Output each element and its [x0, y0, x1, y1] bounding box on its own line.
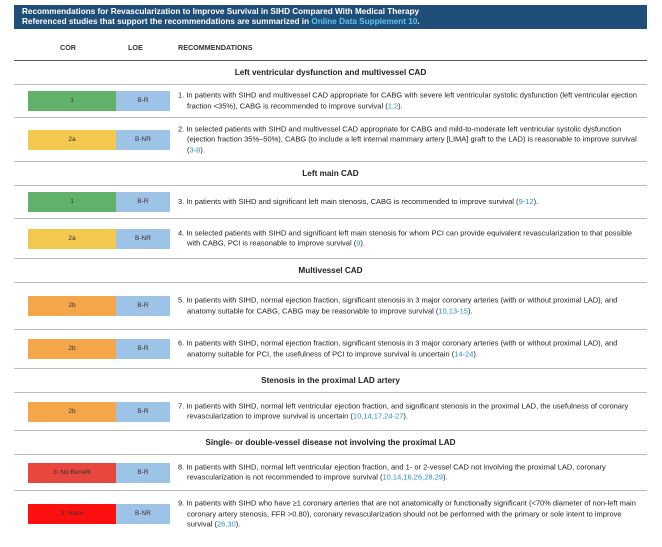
table-row: 3: No Benefit B-R 8. In patients with SI…	[14, 455, 647, 491]
citation-link[interactable]: 26,30	[217, 519, 236, 529]
section-header: Left ventricular dysfunction and multive…	[14, 61, 647, 85]
citation-link[interactable]: 1,2	[387, 101, 399, 110]
recommendation-body: 1. In patients with SIHD and multivessel…	[178, 90, 637, 111]
loe-badge: B-R	[116, 296, 170, 316]
table-row: 2a B-NR 2. In selected patients with SIH…	[14, 118, 647, 162]
recommendation-end: ).	[398, 101, 403, 110]
section-header: Single- or double-vessel disease not inv…	[14, 431, 647, 455]
guideline-table: Recommendations for Revascularization to…	[14, 5, 647, 545]
recommendation-end: ).	[442, 472, 448, 482]
citation-link[interactable]: 10,14,17,24-27	[352, 411, 404, 421]
citation-link[interactable]: 3-8	[189, 144, 201, 154]
section-header: Left main CAD	[14, 162, 647, 186]
cor-badge: 1	[28, 192, 116, 212]
recommendation-text: 4. In selected patients with SIHD and si…	[178, 228, 641, 249]
loe-badge: B-R	[116, 192, 170, 212]
recommendation-end: ).	[403, 411, 408, 421]
table-row: 2b B-R 6. In patients with SIHD, normal …	[14, 330, 647, 369]
loe-badge: B-NR	[116, 129, 170, 150]
recommendation-end: ).	[235, 519, 241, 529]
recommendation-text: 8. In patients with SIHD, normal left ve…	[178, 462, 641, 483]
recommendation-body: 6. In patients with SIHD, normal ejectio…	[178, 338, 618, 359]
recommendation-text: 7. In patients with SIHD, normal left ve…	[178, 401, 641, 422]
header-cor: COR	[60, 43, 76, 52]
recommendation-end: ).	[533, 196, 539, 206]
subtitle-text: Referenced studies that support the reco…	[22, 17, 312, 26]
online-data-supplement-link[interactable]: Online Data Supplement 10	[311, 17, 418, 26]
recommendation-text: 6. In patients with SIHD, normal ejectio…	[178, 339, 641, 360]
citation-link[interactable]: 9-12	[518, 196, 534, 206]
recommendation-body: 8. In patients with SIHD, normal left ve…	[178, 462, 606, 482]
citation-link[interactable]: 9	[356, 238, 361, 248]
table-title: Recommendations for Revascularization to…	[22, 7, 420, 16]
loe-badge: B-NR	[116, 504, 170, 524]
table-row: 3: Harm B-NR 9. In patients with SIHD wh…	[14, 491, 647, 537]
cor-badge: 2b	[28, 296, 116, 316]
cor-badge: 2b	[28, 401, 116, 422]
table-subtitle: Referenced studies that support the reco…	[22, 17, 639, 27]
section-header: Stenosis in the proximal LAD artery	[14, 369, 647, 393]
subtitle-period: .	[417, 17, 420, 26]
recommendation-text: 2. In selected patients with SIHD and mu…	[178, 124, 641, 156]
citation-link[interactable]: 10,14,16,26,28,29	[382, 472, 443, 482]
recommendation-body: 9. In patients with SIHD who have ≥1 cor…	[178, 498, 636, 529]
loe-badge: B-R	[116, 401, 170, 422]
cor-badge: 3: No Benefit	[28, 462, 116, 483]
table-banner: Recommendations for Revascularization to…	[14, 5, 647, 29]
loe-badge: B-NR	[116, 228, 170, 249]
cor-badge: 1	[28, 91, 116, 111]
section-header: Multivessel CAD	[14, 259, 647, 283]
citation-link[interactable]: 10,13-15	[438, 306, 468, 315]
table-row: 2a B-NR 4. In selected patients with SIH…	[14, 219, 647, 259]
recommendation-body: 2. In selected patients with SIHD and mu…	[178, 123, 637, 154]
header-recommendations: RECOMMENDATIONS	[178, 43, 253, 52]
recommendation-end: ).	[467, 306, 473, 315]
cor-badge: 2a	[28, 228, 116, 249]
recommendation-text: 1. In patients with SIHD and multivessel…	[178, 91, 641, 112]
cor-badge: 2b	[28, 339, 116, 359]
cor-badge: 3: Harm	[28, 504, 116, 524]
recommendation-end: ).	[473, 349, 478, 358]
recommendation-body: 3. In patients with SIHD and significant…	[178, 196, 519, 206]
recommendation-text: 3. In patients with SIHD and significant…	[178, 197, 641, 208]
recommendation-end: ).	[360, 238, 365, 248]
recommendation-body: 5. In patients with SIHD, normal ejectio…	[178, 295, 618, 316]
recommendation-text: 9. In patients with SIHD who have ≥1 cor…	[178, 498, 641, 530]
loe-badge: B-R	[116, 91, 170, 111]
loe-badge: B-R	[116, 462, 170, 483]
table-row: 2b B-R 7. In patients with SIHD, normal …	[14, 393, 647, 431]
header-loe: LOE	[128, 43, 143, 52]
recommendation-text: 5. In patients with SIHD, normal ejectio…	[178, 296, 641, 317]
cor-badge: 2a	[28, 129, 116, 150]
recommendation-body: 7. In patients with SIHD, normal left ve…	[178, 401, 629, 421]
table-row: 2b B-R 5. In patients with SIHD, normal …	[14, 283, 647, 330]
table-row: 1 B-R 3. In patients with SIHD and signi…	[14, 186, 647, 219]
loe-badge: B-R	[116, 339, 170, 359]
recommendation-end: ).	[200, 144, 205, 154]
table-row: 1 B-R 1. In patients with SIHD and multi…	[14, 85, 647, 118]
recommendation-body: 4. In selected patients with SIHD and si…	[178, 228, 632, 248]
column-headers: COR LOE RECOMMENDATIONS	[14, 29, 647, 61]
citation-link[interactable]: 14-24	[454, 349, 474, 358]
